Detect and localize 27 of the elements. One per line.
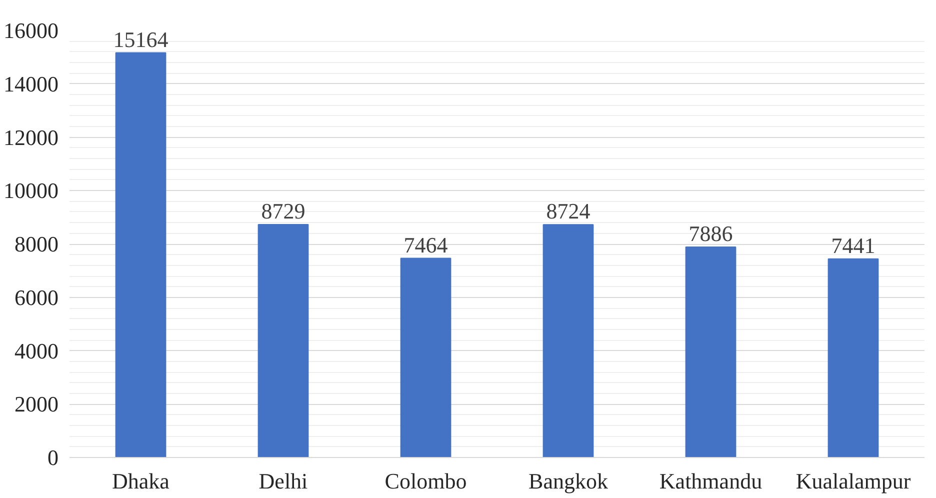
x-tick-label: Colombo: [384, 468, 467, 494]
bar: [685, 246, 736, 458]
bar: [115, 52, 166, 458]
data-label: 7886: [688, 221, 733, 246]
data-label: 8729: [261, 198, 306, 224]
y-tick-label: 0: [48, 445, 58, 470]
bar: [400, 258, 452, 458]
x-tick-label: Kualalampur: [796, 468, 912, 494]
x-tick-label: Kathmandu: [659, 468, 762, 494]
data-label: 7441: [831, 232, 876, 258]
y-tick-label: 10000: [4, 178, 58, 204]
data-label: 7464: [404, 232, 448, 258]
x-tick-label: Delhi: [258, 468, 308, 494]
y-tick-label: 2000: [14, 392, 58, 417]
y-tick-label: 16000: [4, 18, 58, 43]
y-tick-label: 4000: [14, 338, 58, 364]
bar: [828, 258, 879, 458]
data-label: 8724: [546, 198, 590, 224]
y-tick-label: 14000: [4, 71, 58, 96]
y-tick-label: 6000: [14, 284, 58, 310]
bar: [258, 224, 309, 458]
x-tick-label: Bangkok: [528, 468, 608, 494]
bar: [542, 224, 594, 458]
x-tick-label: Dhaka: [112, 468, 170, 494]
y-tick-label: 8000: [14, 232, 58, 256]
y-tick-label: 12000: [4, 124, 58, 150]
data-label: 15164: [113, 26, 168, 52]
